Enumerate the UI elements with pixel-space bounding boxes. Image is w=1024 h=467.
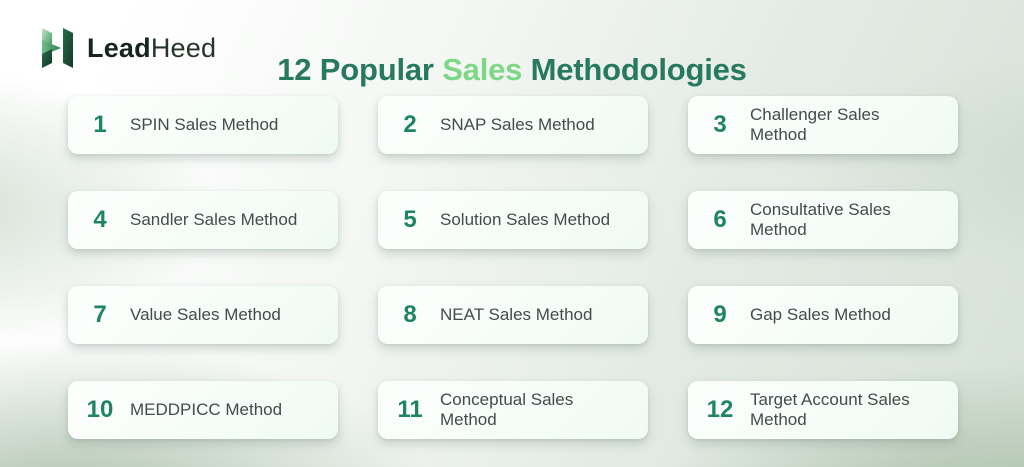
leadheed-logo: LeadHeed (38, 27, 216, 69)
method-label: Value Sales Method (130, 304, 281, 324)
title-highlight: Sales (442, 51, 523, 87)
methods-grid: 1 SPIN Sales Method 2 SNAP Sales Method … (68, 96, 958, 439)
method-card-5: 5 Solution Sales Method (378, 191, 648, 249)
title-prefix: 12 Popular (277, 51, 443, 87)
method-number: 10 (86, 396, 114, 423)
method-card-3: 3 Challenger Sales Method (688, 96, 958, 154)
method-number: 5 (403, 206, 417, 233)
method-label: NEAT Sales Method (440, 304, 593, 324)
method-card-2: 2 SNAP Sales Method (378, 96, 648, 154)
method-label: MEDDPICC Method (130, 399, 283, 419)
method-label: Challenger Sales Method (750, 104, 880, 144)
leadheed-logo-icon (42, 28, 73, 68)
method-label: Gap Sales Method (750, 304, 891, 324)
method-label: Conceptual Sales Method (440, 389, 574, 429)
method-card-7: 7 Value Sales Method (68, 286, 338, 344)
method-number: 4 (93, 206, 107, 233)
method-label: SNAP Sales Method (440, 114, 595, 134)
page-title: 12 Popular Sales Methodologies (0, 52, 1024, 88)
method-label: Solution Sales Method (440, 209, 611, 229)
method-number: 11 (397, 396, 423, 423)
method-number: 1 (93, 111, 107, 138)
method-label: Target Account Sales Method (750, 389, 910, 429)
logo-text-bold: Lead (87, 32, 151, 63)
method-card-8: 8 NEAT Sales Method (378, 286, 648, 344)
method-label: SPIN Sales Method (130, 114, 279, 134)
leadheed-logo-text: LeadHeed (87, 33, 216, 64)
method-card-6: 6 Consultative Sales Method (688, 191, 958, 249)
method-number: 3 (713, 111, 727, 138)
method-card-12: 12 Target Account Sales Method (688, 381, 958, 439)
method-label: Consultative Sales Method (750, 199, 891, 239)
method-card-9: 9 Gap Sales Method (688, 286, 958, 344)
method-number: 6 (713, 206, 727, 233)
method-number: 2 (403, 111, 417, 138)
title-suffix: Methodologies (522, 51, 747, 87)
method-card-4: 4 Sandler Sales Method (68, 191, 338, 249)
method-number: 8 (403, 301, 417, 328)
method-card-11: 11 Conceptual Sales Method (378, 381, 648, 439)
method-card-1: 1 SPIN Sales Method (68, 96, 338, 154)
method-number: 9 (713, 301, 727, 328)
method-label: Sandler Sales Method (130, 209, 298, 229)
method-card-10: 10 MEDDPICC Method (68, 381, 338, 439)
method-number: 12 (706, 396, 734, 423)
logo-text-regular: Heed (150, 32, 217, 63)
method-number: 7 (93, 301, 107, 328)
